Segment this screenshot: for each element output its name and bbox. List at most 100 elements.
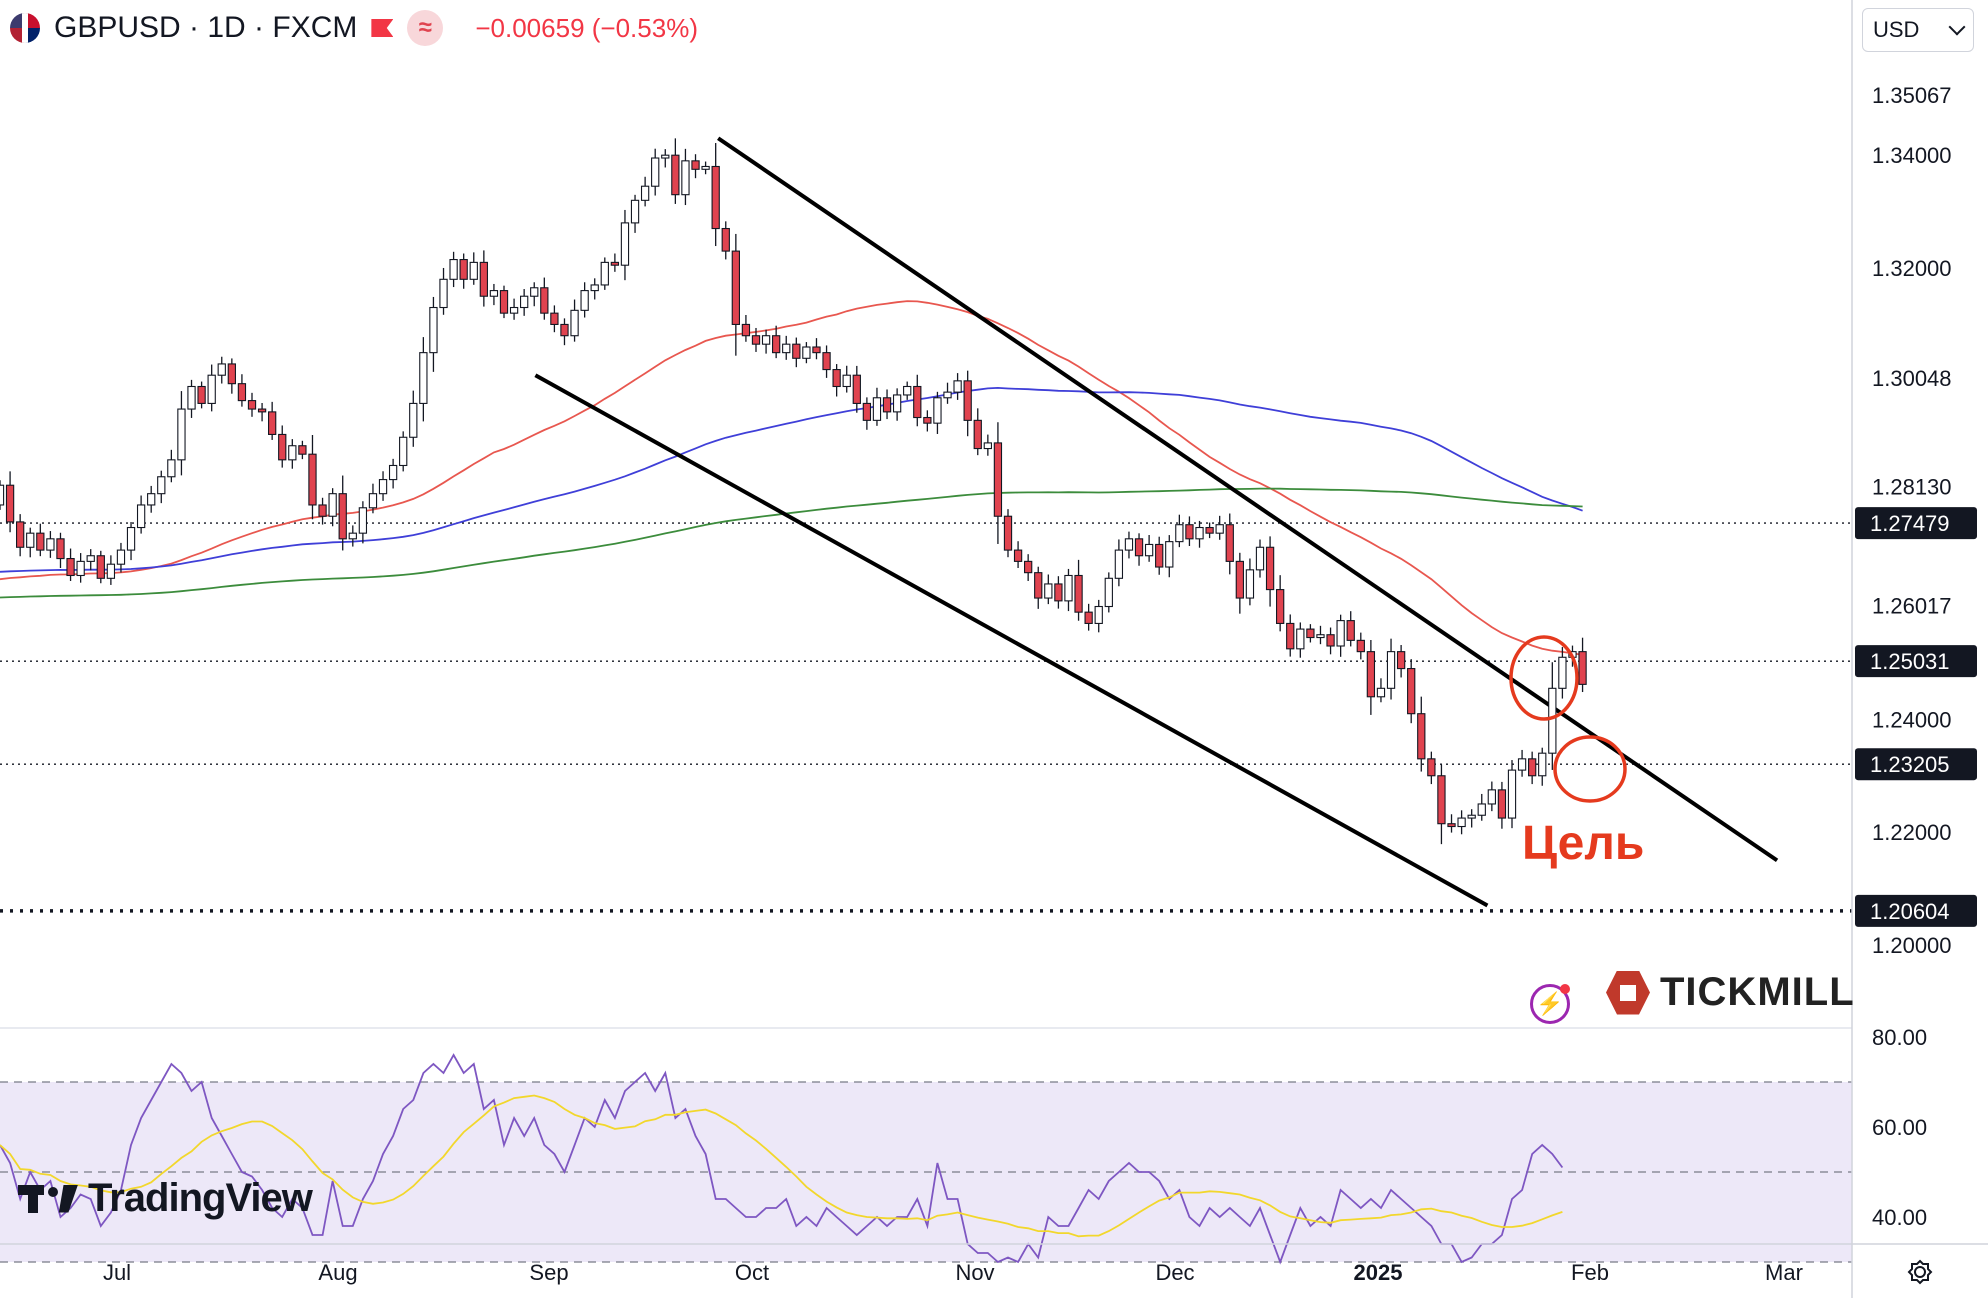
candle-down	[56, 538, 65, 560]
candle-up	[520, 295, 529, 309]
candle-up	[1507, 769, 1517, 819]
symbol-title[interactable]: GBPUSD · 1D · FXCM	[54, 11, 358, 44]
candle-down	[1134, 538, 1144, 557]
candle-up	[429, 306, 438, 354]
candle-down	[812, 346, 821, 354]
candle-up	[983, 442, 992, 450]
candle-up	[1165, 541, 1174, 568]
candle-down	[540, 287, 549, 314]
candle-up	[1124, 538, 1134, 551]
settings-gear-icon[interactable]	[1906, 1258, 1934, 1286]
candle-down	[913, 385, 922, 419]
candle-down	[197, 385, 206, 404]
currency-value: USD	[1873, 17, 1920, 42]
tradingview-mark-icon	[18, 1181, 78, 1217]
candle-down	[36, 532, 45, 551]
annotations[interactable]	[1509, 635, 1627, 803]
candle-up	[167, 459, 176, 478]
candle-up	[903, 385, 912, 396]
candle-down	[610, 261, 620, 266]
time-tick-label: Dec	[1155, 1260, 1194, 1285]
candle-down	[1578, 651, 1587, 685]
price-level-badge-label: 1.20604	[1870, 899, 1950, 924]
price-change: −0.00659 (−0.53%)	[475, 12, 698, 43]
target-circle	[1553, 735, 1627, 803]
chevron-down-icon	[1948, 18, 1966, 36]
candle-down	[1003, 515, 1013, 551]
candle-down	[862, 402, 872, 421]
candle-up	[570, 309, 579, 337]
candle-up	[782, 343, 791, 354]
candle-down	[1034, 572, 1043, 599]
candle-up	[1255, 546, 1265, 571]
rsi-lines	[0, 1053, 1564, 1265]
candle-down	[1225, 524, 1234, 562]
candle-down	[308, 453, 317, 506]
candle-down	[772, 335, 781, 354]
candle-up	[1457, 817, 1466, 828]
candle-up	[1336, 620, 1345, 647]
candle-up	[943, 391, 952, 399]
approx-icon[interactable]: ≈	[407, 10, 444, 46]
candle-down	[66, 558, 75, 577]
candle-up	[1044, 583, 1053, 599]
candle-down	[1356, 639, 1365, 653]
candle-down	[711, 165, 720, 230]
candle-up	[630, 199, 640, 224]
time-tick-label: Jul	[103, 1260, 131, 1285]
candle-down	[1437, 775, 1446, 825]
candle-up	[1487, 789, 1496, 805]
candle-up	[892, 394, 902, 413]
price-level-badge	[1855, 507, 1977, 540]
candle-up	[368, 493, 378, 509]
candle-down	[96, 555, 105, 579]
currency-select[interactable]: USD	[1862, 8, 1974, 52]
price-tick-label: 1.24000	[1872, 707, 1952, 732]
candle-up	[1467, 814, 1476, 819]
candle-up	[0, 484, 5, 506]
candle-up	[1215, 524, 1224, 534]
candle-up	[348, 532, 357, 540]
candle-up	[136, 504, 146, 529]
candle-up	[177, 408, 186, 461]
candle-up	[872, 397, 882, 421]
rsi-tick-label: 80.00	[1872, 1025, 1927, 1050]
candle-up	[419, 352, 428, 404]
price-level-badge	[1855, 748, 1977, 781]
candle-down	[247, 400, 257, 410]
tradingview-logo[interactable]: TradingView	[18, 1176, 313, 1221]
candle-down	[792, 343, 801, 359]
candle-down	[1265, 546, 1275, 591]
highlight-circle	[1509, 635, 1579, 721]
lightning-icon[interactable]: ⚡	[1530, 984, 1570, 1024]
candle-up	[439, 278, 448, 309]
candle-up	[1144, 543, 1154, 557]
candle-up	[378, 479, 388, 495]
candle-up	[1538, 752, 1547, 777]
candle-up	[761, 335, 771, 345]
price-tick-label: 1.35067	[1872, 83, 1952, 108]
candle-down	[1326, 634, 1335, 647]
candle-up	[449, 259, 458, 280]
time-tick-label: 2025	[1354, 1260, 1403, 1285]
candle-down	[1205, 526, 1214, 534]
price-tick-label: 1.22000	[1872, 820, 1952, 845]
price-level-badge-label: 1.27479	[1870, 511, 1950, 536]
price-level-badge	[1855, 645, 1977, 678]
candle-down	[499, 290, 509, 314]
tickmill-mark-icon	[1606, 970, 1650, 1015]
rsi-tick-label: 60.00	[1872, 1115, 1927, 1140]
candle-up	[469, 261, 478, 280]
rsi-band	[0, 1027, 1852, 1263]
candle-up	[1064, 574, 1073, 602]
candle-down	[741, 323, 751, 337]
flag-icon[interactable]	[371, 17, 393, 39]
candle-down	[1155, 543, 1164, 568]
candle-down	[278, 433, 287, 461]
candle-down	[1084, 611, 1093, 624]
price-tick-label: 1.34000	[1872, 143, 1952, 168]
candle-down	[5, 484, 15, 523]
candle-down	[16, 521, 25, 548]
